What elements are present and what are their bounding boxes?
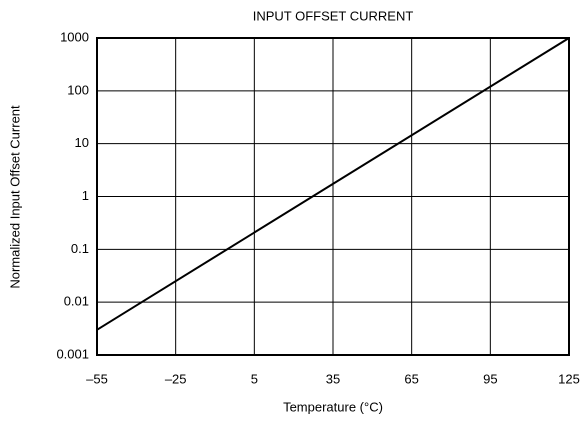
x-tick-label: 125 xyxy=(558,371,580,386)
y-tick-label: 0.1 xyxy=(71,241,89,256)
y-tick-label: 0.01 xyxy=(64,294,89,309)
y-tick-label: 100 xyxy=(67,82,89,97)
plot-frame xyxy=(96,37,570,356)
x-tick-label: –55 xyxy=(86,371,108,386)
x-tick-label: 65 xyxy=(404,371,418,386)
x-tick-label: 95 xyxy=(483,371,497,386)
x-tick-label: 5 xyxy=(251,371,258,386)
y-tick-label: 10 xyxy=(75,135,89,150)
x-tick-label: 35 xyxy=(326,371,340,386)
y-tick-label: 0.001 xyxy=(56,346,89,361)
x-tick-label: –25 xyxy=(165,371,187,386)
data-line xyxy=(96,37,570,331)
x-axis-label: Temperature (°C) xyxy=(283,399,383,414)
chart-title: INPUT OFFSET CURRENT xyxy=(253,8,414,23)
y-tick-label: 1 xyxy=(82,188,89,203)
y-axis-label: Normalized Input Offset Current xyxy=(7,105,22,289)
y-tick-label: 1000 xyxy=(60,29,89,44)
